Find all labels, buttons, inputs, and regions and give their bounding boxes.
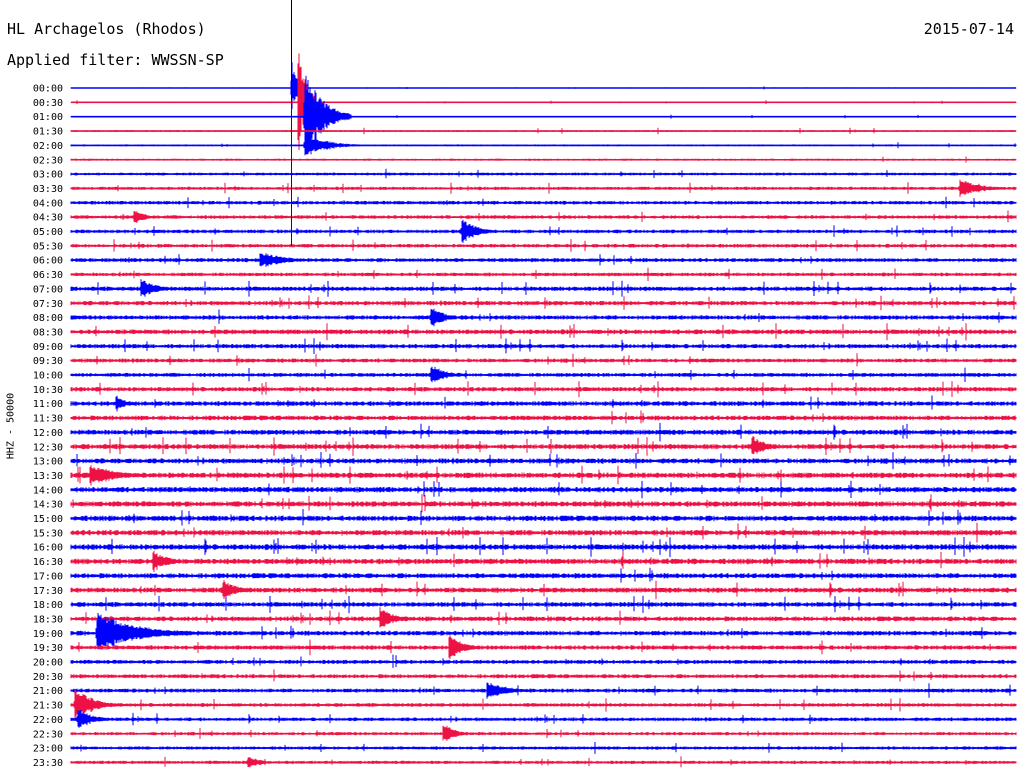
row-time-label: 21:00	[33, 686, 63, 697]
row-time-label: 19:30	[33, 643, 63, 654]
row-time-label: 17:00	[33, 571, 63, 582]
row-time-label: 18:30	[33, 614, 63, 625]
seismic-traces	[70, 0, 1017, 768]
row-time-label: 19:00	[33, 629, 63, 640]
row-time-label: 15:00	[33, 514, 63, 525]
row-time-label: 12:00	[33, 428, 63, 439]
row-time-label: 16:30	[33, 557, 63, 568]
row-time-label: 23:00	[33, 744, 63, 755]
row-time-label: 01:30	[33, 127, 63, 138]
row-time-label: 06:30	[33, 270, 63, 281]
row-time-label: 05:00	[33, 227, 63, 238]
row-time-label: 04:00	[33, 198, 63, 209]
filter-subtitle: Applied filter: WWSSN-SP	[7, 51, 224, 69]
row-time-label: 00:30	[33, 98, 63, 109]
row-time-label: 21:30	[33, 701, 63, 712]
row-time-label: 00:00	[33, 84, 63, 95]
row-time-label: 14:00	[33, 485, 63, 496]
row-time-label: 09:00	[33, 342, 63, 353]
row-time-label: 08:00	[33, 313, 63, 324]
trace-row	[70, 509, 1017, 526]
row-time-label: 18:00	[33, 600, 63, 611]
row-time-label: 07:30	[33, 299, 63, 310]
row-time-label: 14:30	[33, 500, 63, 511]
row-time-label: 06:00	[33, 256, 63, 267]
row-time-label: 11:30	[33, 414, 63, 425]
row-time-label: 13:00	[33, 457, 63, 468]
row-time-label: 20:30	[33, 672, 63, 683]
row-time-label: 09:30	[33, 356, 63, 367]
trace-row	[70, 279, 1017, 297]
row-time-label: 02:00	[33, 141, 63, 152]
trace-row	[70, 669, 1017, 682]
row-time-label: 08:30	[33, 327, 63, 338]
row-time-label: 02:30	[33, 155, 63, 166]
row-time-label: 12:30	[33, 442, 63, 453]
row-time-label: 16:00	[33, 543, 63, 554]
row-time-label: 23:30	[33, 758, 63, 769]
row-time-label: 01:00	[33, 112, 63, 123]
row-labels: 00:00 00:30 01:00 01:30 02:00 02:30 03:00 03:30…	[33, 84, 63, 769]
row-time-label: 22:30	[33, 729, 63, 740]
row-time-label: 17:30	[33, 586, 63, 597]
station-title: HL Archagelos (Rhodos)	[7, 20, 206, 38]
trace-row	[70, 689, 1017, 719]
row-time-label: 05:30	[33, 241, 63, 252]
date-label: 2015-07-14	[923, 20, 1014, 38]
trace-row	[70, 494, 1017, 513]
row-time-label: 03:30	[33, 184, 63, 195]
row-time-label: 03:00	[33, 170, 63, 181]
row-time-label: 22:00	[33, 715, 63, 726]
row-time-label: 15:30	[33, 528, 63, 539]
trace-row	[70, 75, 1017, 149]
row-time-label: 13:30	[33, 471, 63, 482]
row-time-label: 11:00	[33, 399, 63, 410]
row-time-label: 04:30	[33, 213, 63, 224]
row-time-label: 10:00	[33, 371, 63, 382]
trace-row	[70, 607, 1017, 628]
row-time-label: 07:00	[33, 284, 63, 295]
trace-row	[70, 132, 1017, 156]
row-time-label: 10:30	[33, 385, 63, 396]
row-time-label: 20:00	[33, 658, 63, 669]
